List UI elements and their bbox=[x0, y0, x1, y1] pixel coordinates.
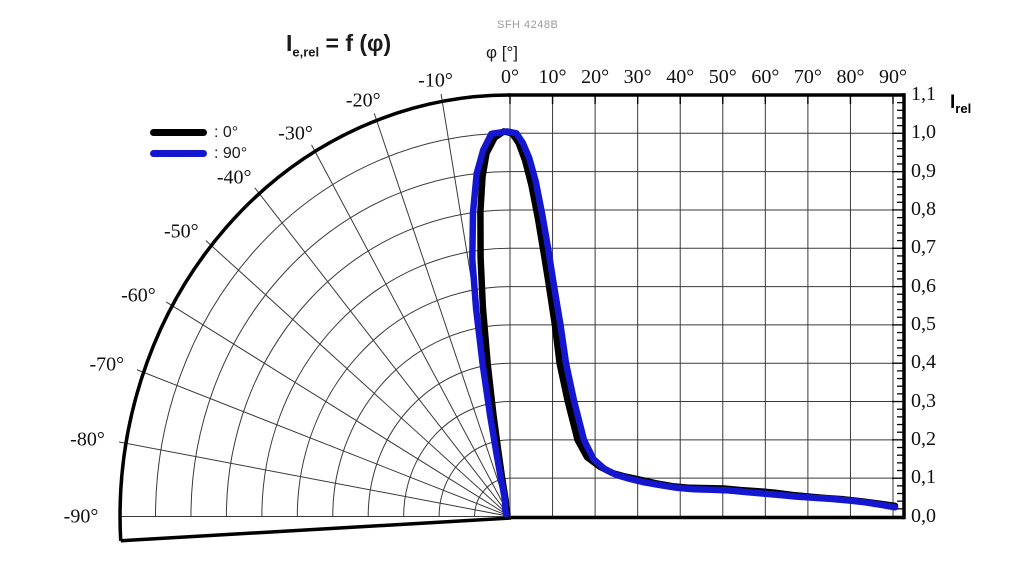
right-axis-symbol-sub: rel bbox=[955, 100, 972, 116]
polar-tick-label: -60° bbox=[121, 284, 156, 306]
polar-tick-label: -50° bbox=[164, 220, 199, 243]
right-tick-label: 0,3 bbox=[911, 389, 936, 412]
right-tick-label: 0,9 bbox=[911, 159, 936, 182]
legend-item-0deg: : 0° bbox=[150, 122, 247, 143]
right-tick-label: 0,8 bbox=[911, 197, 936, 220]
polar-grid-arc bbox=[225, 209, 511, 517]
right-tick-label: 0,6 bbox=[911, 274, 936, 297]
polar-grid-radial bbox=[373, 113, 511, 517]
polar-tick-label: -40° bbox=[216, 166, 252, 189]
top-tick-label: 40° bbox=[666, 66, 695, 88]
curve-90deg bbox=[469, 128, 899, 518]
top-tick-label: 90° bbox=[879, 66, 907, 88]
polar-grid-arc bbox=[296, 286, 511, 517]
top-tick-label: 10° bbox=[538, 66, 567, 88]
frame-bottom-slope bbox=[120, 516, 512, 543]
title-symbol: I bbox=[286, 30, 293, 56]
polar-tick-label: -30° bbox=[278, 122, 313, 145]
legend-swatch-90deg bbox=[150, 150, 207, 157]
title-rest: = f (φ) bbox=[319, 30, 392, 56]
polar-tick-label: -70° bbox=[89, 353, 125, 376]
polar-grid-arc bbox=[367, 362, 511, 517]
top-tick-label: 20° bbox=[581, 66, 610, 88]
curve-0deg bbox=[477, 128, 899, 518]
polar-grid-radial bbox=[165, 301, 511, 517]
top-tick-label: 70° bbox=[793, 66, 822, 88]
legend-swatch-0deg bbox=[150, 129, 207, 136]
polar-grid-arc bbox=[190, 171, 511, 517]
chart-title: Ie,rel = f (φ) bbox=[286, 30, 391, 60]
legend-label-90deg: : 90° bbox=[214, 144, 248, 162]
title-symbol-sub: e,rel bbox=[292, 44, 320, 60]
right-tick-label: 0,7 bbox=[911, 236, 936, 259]
watermark-text: SFH 4248B bbox=[497, 19, 559, 31]
polar-grid-radial bbox=[118, 441, 511, 517]
polar-grid-radial bbox=[136, 369, 511, 517]
polar-grid-radial bbox=[254, 187, 511, 517]
frame-polar-arc bbox=[118, 93, 511, 541]
polar-grid-arc bbox=[332, 324, 511, 517]
right-axis-symbol: I bbox=[950, 92, 956, 113]
right-tick-label: 0,4 bbox=[911, 351, 936, 374]
polar-grid-arc bbox=[261, 247, 511, 517]
phi-axis-label: φ [°] bbox=[486, 43, 518, 62]
right-tick-label: 0,0 bbox=[911, 504, 936, 527]
right-tick-label: 0,1 bbox=[911, 466, 936, 489]
top-tick-label: 50° bbox=[708, 66, 737, 88]
polar-grid-radial bbox=[311, 144, 511, 517]
polar-tick-label: -90° bbox=[63, 505, 99, 527]
top-tick-label: 0° bbox=[501, 66, 519, 88]
top-tick-label: 30° bbox=[623, 66, 652, 88]
polar-tick-label: -20° bbox=[345, 89, 381, 112]
right-tick-label: 1,1 bbox=[911, 82, 936, 105]
polar-grid-arc bbox=[155, 132, 511, 517]
top-tick-label: 60° bbox=[751, 66, 780, 88]
right-tick-label: 0,2 bbox=[911, 427, 936, 450]
right-tick-label: 0,5 bbox=[911, 312, 936, 335]
top-tick-label: 80° bbox=[836, 66, 865, 88]
polar-tick-label: -10° bbox=[418, 69, 453, 92]
legend: : 0° : 90° bbox=[150, 122, 247, 164]
polar-tick-label: -80° bbox=[70, 428, 105, 451]
right-tick-label: 1,0 bbox=[911, 121, 936, 144]
right-axis-label: Irel bbox=[950, 92, 971, 116]
legend-item-90deg: : 90° bbox=[150, 143, 247, 164]
polar-grid-radial bbox=[205, 240, 511, 517]
legend-label-0deg: : 0° bbox=[214, 123, 239, 141]
